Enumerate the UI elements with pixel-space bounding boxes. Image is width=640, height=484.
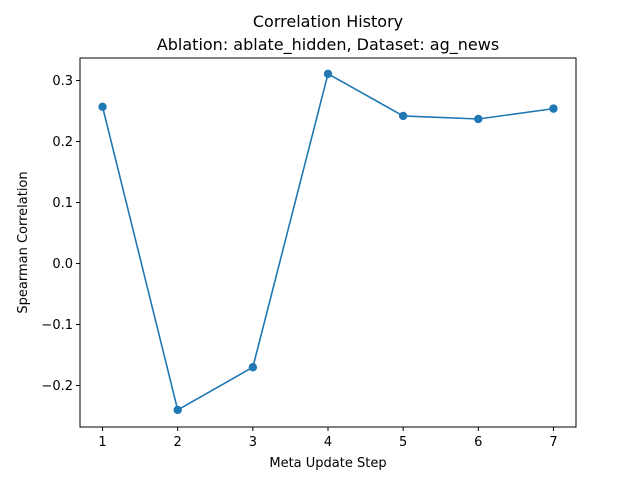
data-point	[549, 104, 558, 113]
y-tick-label: 0.3	[52, 74, 73, 89]
y-axis-label: Spearman Correlation	[16, 171, 31, 313]
x-tick-label: 6	[474, 435, 482, 450]
y-tick-label: 0.0	[52, 257, 73, 272]
y-tick-label: −0.1	[41, 318, 73, 333]
y-tick-label: 0.1	[52, 196, 73, 211]
x-tick-label: 1	[98, 435, 106, 450]
data-point	[474, 114, 483, 124]
chart-subtitle: Ablation: ablate_hidden, Dataset: ag_new…	[157, 35, 499, 55]
y-tick-label: −0.2	[41, 379, 73, 394]
plot-area: 1 2 3 4 5 6 7 −0.2 −0.1 0.0 0.1 0.2 0.3	[41, 69, 558, 450]
x-tick-label: 7	[549, 435, 557, 450]
x-tick-label: 2	[174, 435, 182, 450]
data-point	[323, 69, 333, 79]
y-tick-label: 0.2	[52, 135, 73, 150]
x-tick-label: 5	[399, 435, 407, 450]
x-axis-label: Meta Update Step	[269, 456, 386, 471]
data-point	[98, 102, 107, 111]
x-tick-label: 3	[249, 435, 257, 450]
data-point	[398, 111, 408, 121]
x-tick-label: 4	[324, 435, 332, 450]
plot-frame	[79, 57, 577, 428]
data-point	[173, 405, 182, 415]
data-point	[248, 363, 258, 372]
chart-title: Correlation History	[253, 12, 403, 31]
